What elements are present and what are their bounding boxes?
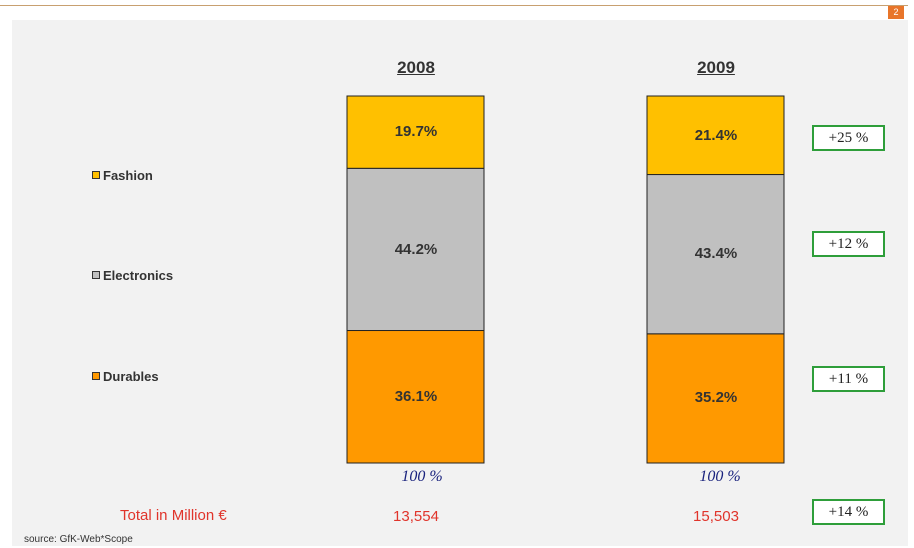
growth-badge-electronics: +12 % bbox=[812, 231, 885, 257]
year-label-2008: 2008 bbox=[347, 58, 485, 78]
year-label-2009: 2009 bbox=[647, 58, 785, 78]
growth-badge-total: +14 % bbox=[812, 499, 885, 525]
column-total-2008: 100 % bbox=[353, 468, 491, 486]
legend-item-fashion: Fashion bbox=[92, 167, 153, 183]
source-note: source: GfK-Web*Scope bbox=[24, 534, 133, 545]
legend-swatch-fashion bbox=[92, 171, 100, 179]
total-label: Total in Million € bbox=[120, 507, 227, 524]
growth-badge-durables: +11 % bbox=[812, 366, 885, 392]
column-total-2009: 100 % bbox=[651, 468, 789, 486]
legend-swatch-durables bbox=[92, 372, 100, 380]
legend-item-durables: Durables bbox=[92, 368, 159, 384]
segment-label-electronics-2008: 44.2% bbox=[347, 241, 485, 258]
segment-label-durables-2009: 35.2% bbox=[647, 389, 785, 406]
legend-swatch-electronics bbox=[92, 271, 100, 279]
legend-label-durables: Durables bbox=[103, 369, 159, 384]
legend-item-electronics: Electronics bbox=[92, 267, 173, 283]
legend-label-fashion: Fashion bbox=[103, 168, 153, 183]
growth-badge-fashion: +25 % bbox=[812, 125, 885, 151]
total-value-2008: 13,554 bbox=[347, 508, 485, 525]
segment-label-fashion-2008: 19.7% bbox=[347, 123, 485, 140]
segment-label-durables-2008: 36.1% bbox=[347, 388, 485, 405]
segment-label-fashion-2009: 21.4% bbox=[647, 127, 785, 144]
segment-label-electronics-2009: 43.4% bbox=[647, 245, 785, 262]
total-value-2009: 15,503 bbox=[647, 508, 785, 525]
legend-label-electronics: Electronics bbox=[103, 268, 173, 283]
